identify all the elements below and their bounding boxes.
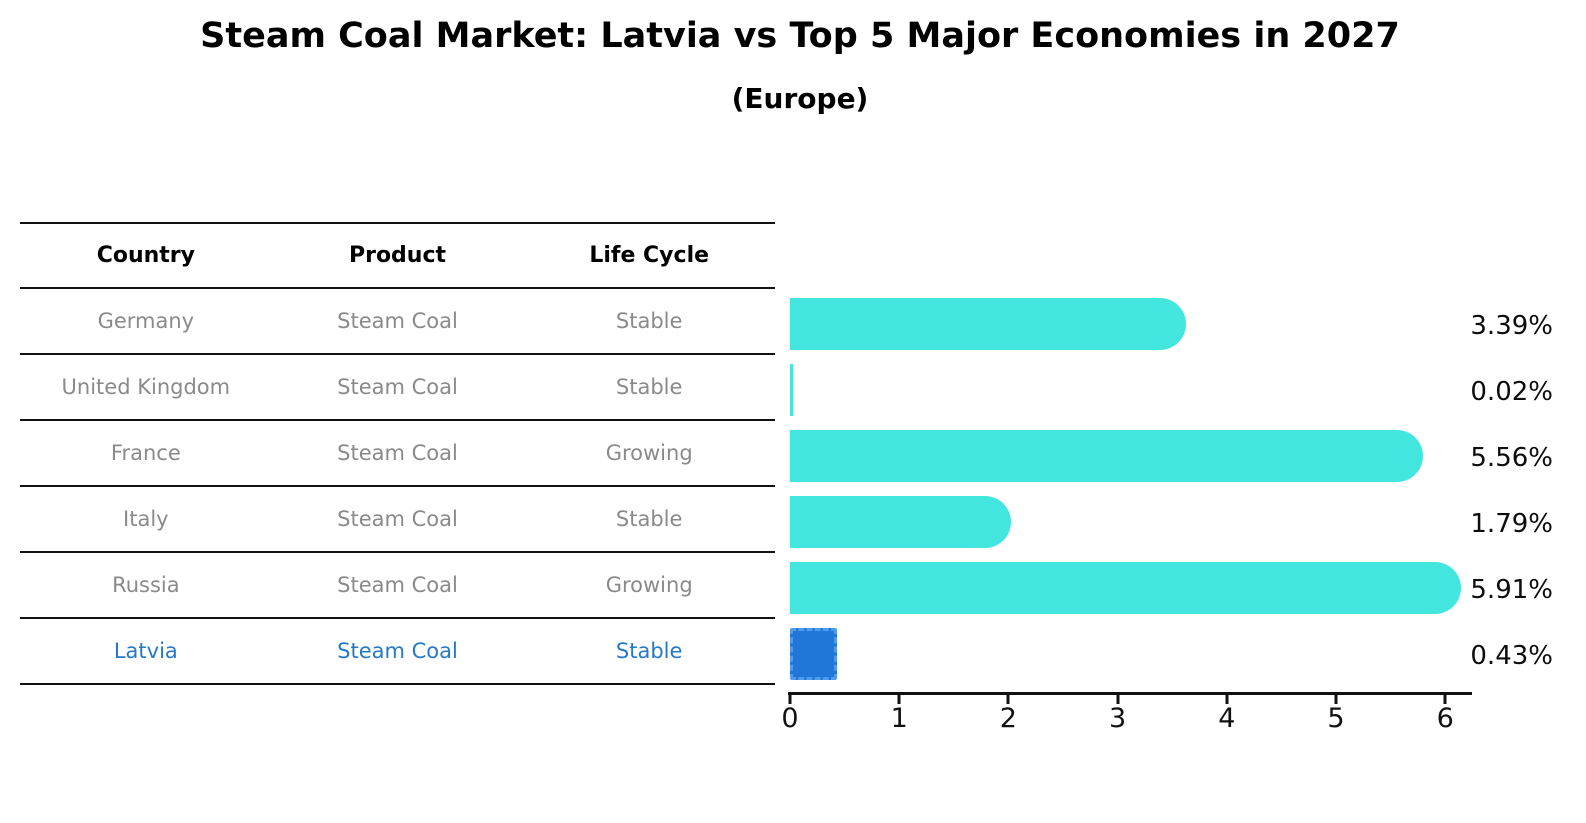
country-table: Country Product Life Cycle Germany Steam … xyxy=(20,222,775,685)
x-tick-label: 1 xyxy=(890,703,908,734)
cell-product: Steam Coal xyxy=(337,639,458,663)
column-header-country: Country xyxy=(96,243,195,268)
cell-life-cycle: Stable xyxy=(615,309,683,333)
cell-life-cycle: Growing xyxy=(605,441,693,465)
cell-product: Steam Coal xyxy=(337,375,458,399)
cell-life-cycle: Growing xyxy=(605,573,693,597)
figure-title: Steam Coal Market: Latvia vs Top 5 Major… xyxy=(200,16,1400,56)
x-tick-label: 6 xyxy=(1436,703,1454,734)
value-label: 0.43% xyxy=(1470,641,1553,671)
cell-life-cycle: Stable xyxy=(615,507,683,531)
figure-subtitle: (Europe) xyxy=(731,82,869,115)
table-row: Italy Steam Coal Stable xyxy=(20,487,775,553)
column-header-product: Product xyxy=(348,243,447,268)
cell-life-cycle: Stable xyxy=(615,639,683,663)
x-tick-mark xyxy=(1006,695,1010,704)
x-axis-line xyxy=(788,692,1472,695)
x-tick-mark xyxy=(897,695,901,704)
cell-country: Russia xyxy=(112,573,180,597)
bar-france xyxy=(790,430,1424,482)
cell-country: France xyxy=(110,441,181,465)
bar-united-kingdom xyxy=(790,364,793,416)
table-row: Latvia Steam Coal Stable xyxy=(20,619,775,685)
cell-product: Steam Coal xyxy=(337,441,458,465)
x-tick-mark xyxy=(1334,695,1338,704)
x-tick-label: 2 xyxy=(999,703,1017,734)
table-row: Russia Steam Coal Growing xyxy=(20,553,775,619)
cell-life-cycle: Stable xyxy=(615,375,683,399)
table-body: Germany Steam Coal Stable United Kingdom Ste… xyxy=(20,289,775,685)
cell-country: United Kingdom xyxy=(61,375,231,399)
column-header-life-cycle: Life Cycle xyxy=(589,243,710,268)
x-tick-label: 4 xyxy=(1218,703,1236,734)
cell-country: Latvia xyxy=(113,639,178,663)
bar-russia xyxy=(790,562,1462,614)
x-tick-label: 3 xyxy=(1109,703,1127,734)
bar-germany xyxy=(790,298,1187,350)
value-label: 1.79% xyxy=(1470,509,1553,539)
table-header-row: Country Product Life Cycle xyxy=(20,224,775,289)
bar-latvia xyxy=(790,628,837,680)
x-tick-mark xyxy=(1225,695,1229,704)
x-tick-label: 0 xyxy=(781,703,799,734)
table-row: France Steam Coal Growing xyxy=(20,421,775,487)
value-label: 0.02% xyxy=(1470,377,1553,407)
table-row: Germany Steam Coal Stable xyxy=(20,289,775,355)
x-tick-mark xyxy=(1443,695,1447,704)
x-tick-mark xyxy=(1116,695,1120,704)
table-row: United Kingdom Steam Coal Stable xyxy=(20,355,775,421)
cell-product: Steam Coal xyxy=(337,507,458,531)
value-label: 5.56% xyxy=(1470,443,1553,473)
value-label: 3.39% xyxy=(1470,311,1553,341)
cell-country: Germany xyxy=(97,309,195,333)
x-tick-label: 5 xyxy=(1327,703,1345,734)
cell-product: Steam Coal xyxy=(337,573,458,597)
cell-product: Steam Coal xyxy=(337,309,458,333)
cell-country: Italy xyxy=(123,507,169,531)
x-tick-mark xyxy=(788,695,792,704)
value-label: 5.91% xyxy=(1470,575,1553,605)
bar-italy xyxy=(790,496,1012,548)
